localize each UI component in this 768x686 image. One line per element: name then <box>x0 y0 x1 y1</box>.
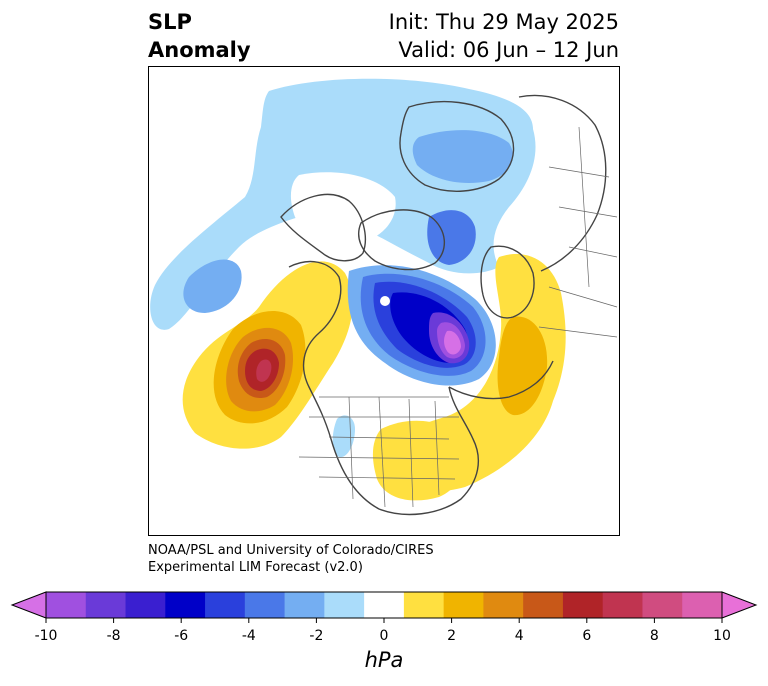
colorbar-cell <box>562 592 604 618</box>
colorbar-cell <box>244 592 286 618</box>
colorbar-tick-label: -4 <box>241 628 256 644</box>
colorbar <box>10 591 758 623</box>
colorbar-cell <box>403 592 445 618</box>
colorbar-ticks <box>45 618 723 623</box>
colorbar-cell <box>483 592 524 618</box>
colorbar-cell <box>85 592 127 618</box>
colorbar-cell <box>205 592 246 618</box>
anomaly-map <box>150 78 618 516</box>
colorbar-tick-label: -2 <box>309 628 324 644</box>
colorbar-tick-label: -8 <box>106 628 121 644</box>
colorbar-tick-label: 6 <box>582 628 592 644</box>
colorbar-cell <box>682 592 723 618</box>
positive-anomaly-atlantic-gold <box>497 316 548 416</box>
negative-low-core <box>444 330 461 355</box>
colorbar-cell <box>443 592 484 618</box>
pacific-negative-lobe <box>183 259 242 313</box>
colorbar-extend-min <box>10 591 47 619</box>
colorbar-cell <box>523 592 564 618</box>
colorbar-cell <box>125 592 166 618</box>
negative-anomaly-us <box>332 415 355 458</box>
forecast-dates: Init: Thu 29 May 2025 Valid: 06 Jun – 12… <box>389 8 619 64</box>
map-title: SLP Anomaly <box>148 8 251 64</box>
valid-range: Valid: 06 Jun – 12 Jun <box>398 38 619 62</box>
colorbar-tick-label: 2 <box>447 628 457 644</box>
credit-text: NOAA/PSL and University of Colorado/CIRE… <box>148 542 434 576</box>
white-hole <box>290 172 396 244</box>
title-line-2: Anomaly <box>148 38 251 62</box>
colorbar-cell <box>364 592 405 618</box>
positive-anomaly-center <box>256 359 272 382</box>
title-line-1: SLP <box>148 10 192 34</box>
colorbar-cell <box>324 592 365 618</box>
political-borders <box>298 126 618 508</box>
colorbar-cell <box>602 592 643 618</box>
colorbar-cell <box>165 592 206 618</box>
colorbar-tick-label: 10 <box>713 628 731 644</box>
colorbar-cell <box>46 592 87 618</box>
credit-line-2: Experimental LIM Forecast (v2.0) <box>148 560 363 575</box>
init-date: Init: Thu 29 May 2025 <box>388 10 619 34</box>
siberia-negative-lobe <box>427 210 476 265</box>
arctic-negative-lobe <box>412 130 513 184</box>
colorbar-cell <box>642 592 683 618</box>
colorbar-tick-label: 4 <box>514 628 524 644</box>
positive-anomaly-east-us <box>372 420 466 501</box>
colorbar-tick-label: 0 <box>379 628 389 644</box>
colorbar-tick-label: -6 <box>174 628 189 644</box>
colorbar-unit: hPa <box>364 648 404 672</box>
coastlines <box>280 94 607 516</box>
colorbar-extend-max <box>721 591 758 619</box>
credit-line-1: NOAA/PSL and University of Colorado/CIRE… <box>148 543 434 558</box>
colorbar-cells <box>10 591 758 619</box>
north-pole-marker <box>380 296 390 306</box>
colorbar-tick-label: -10 <box>34 628 58 644</box>
colorbar-cell <box>284 592 325 618</box>
colorbar-tick-label: 8 <box>649 628 659 644</box>
map-panel <box>148 66 620 536</box>
